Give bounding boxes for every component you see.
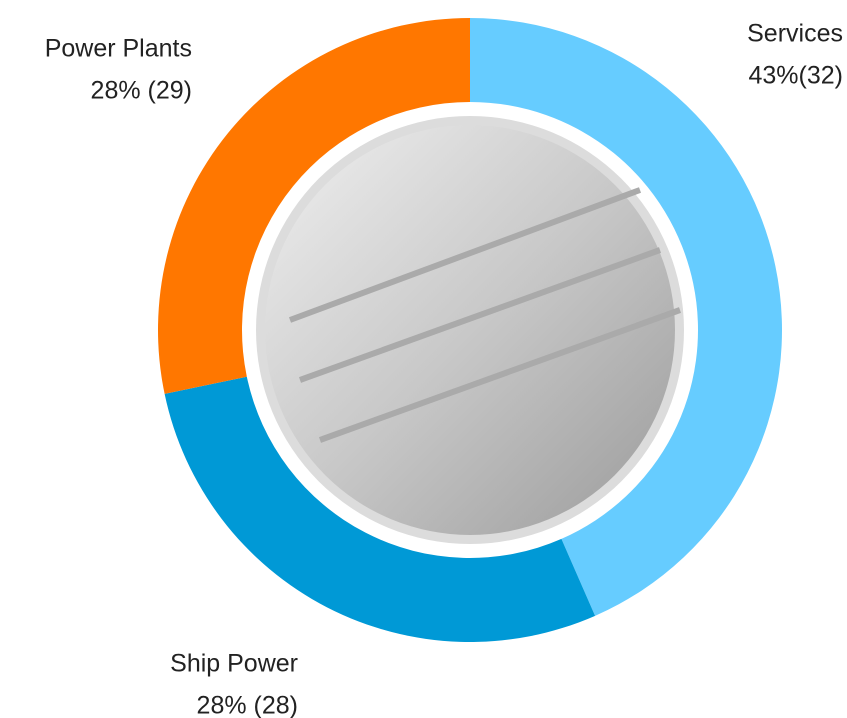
segment-value-label: 28% (28) — [197, 692, 298, 718]
donut-segment — [157, 18, 470, 394]
segment-label: Services — [747, 20, 843, 48]
segment-label: Power Plants — [45, 35, 192, 63]
segment-label: Ship Power — [170, 650, 298, 678]
donut-segment — [470, 18, 783, 616]
segment-value-label: 28% (29) — [91, 77, 192, 105]
donut-segment — [164, 376, 596, 643]
photo-detail — [288, 187, 682, 443]
segment-value-label: 43%(32) — [749, 62, 844, 90]
center-photo — [265, 125, 675, 535]
